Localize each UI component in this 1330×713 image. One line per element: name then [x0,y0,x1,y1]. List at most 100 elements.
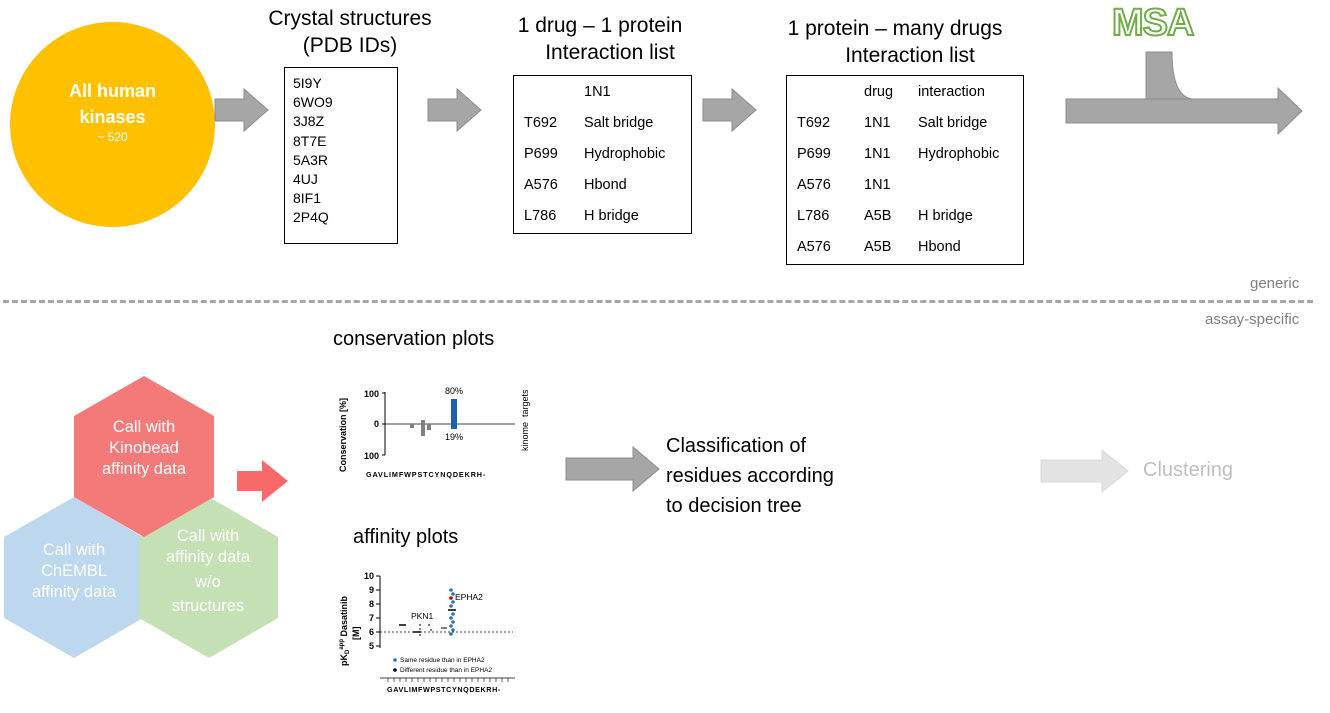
chembl-line3: affinity data [31,583,117,601]
pdb-id: 8IF1 [293,190,322,207]
residue-cell: T692 [524,115,558,131]
drug-cell: 1N1 [864,115,891,131]
pdb-id: 8T7E [293,132,327,149]
classification-line3: to decision tree [666,495,802,517]
hexagon-no-structures-text: Call with affinity data w/o structures [148,526,268,617]
kinobead-line2: Kinobead [109,439,179,457]
manydrugs-heading-line2: Interaction list [845,44,975,67]
msa-label: MSA [1111,1,1195,45]
classification-line2: residues according [666,465,834,487]
conservation-bar-highlight [451,399,457,424]
kinase-title-line1: All human [68,81,156,101]
drug-column-header: drug [864,84,894,100]
assay-specific-label: assay-specific [1205,311,1300,328]
conservation-bar [427,424,431,430]
manydrugs-heading-line1: 1 protein – many drugs [787,17,1003,40]
conservation-bar [410,424,414,428]
affinity-point [451,628,455,632]
residue-cell: L786 [797,208,830,224]
tick-0: 0 [374,419,379,429]
onedrug-table: 1N1 T692 Salt bridge P699 Hydrophobic A576 Hbo… [513,75,692,234]
drug-header: 1N1 [584,84,611,100]
nostruct-line2: affinity data [165,548,251,566]
affinity-point [419,628,421,630]
residue-cell: A576 [797,239,831,255]
conservation-plot: Conservation [%] 100 0 100 80% 19% targe… [338,386,530,479]
interaction-cell: Salt bridge [918,115,988,131]
nostruct-line1: Call with [176,527,240,545]
arrow-plots-to-classification [565,445,660,493]
interaction-column-header: interaction [918,84,985,100]
affinity-point [449,596,453,600]
drug-cell: 1N1 [864,146,891,162]
kinobead-line3: affinity data [101,460,187,478]
affinity-tick-label: 6 [369,627,374,637]
affinity-label-pkn1: PKN1 [411,611,433,621]
interaction-cell: Hbond [584,177,627,193]
conservation-right-label-bottom: kinome [520,422,530,451]
pdb-heading-line2: (PDB IDs) [302,34,398,57]
affinity-label-epha2: EPHA2 [455,592,483,602]
pdb-id: 4UJ [293,171,318,188]
generic-label: generic [1250,275,1300,292]
pdb-id: 5I9Y [293,75,322,91]
residue-cell: A576 [524,177,558,193]
conservation-bar-highlight-bottom [451,424,457,429]
msa-arrow [1065,51,1303,136]
affinity-point [419,634,421,636]
interaction-cell: Hydrophobic [584,146,666,162]
affinity-point [449,624,453,628]
affinity-point [419,624,421,626]
conservation-label-80: 80% [445,386,463,396]
classification-text: Classification of residues according to … [666,431,834,521]
legend-diff-dot [393,668,397,672]
pdb-id: 3J8Z [293,113,325,130]
arrow-onedrug-to-manydrugs [702,87,757,133]
interaction-cell: Hbond [918,239,961,255]
residue-cell: P699 [524,146,558,162]
manydrugs-table: drug interaction T692 1N1 Salt bridge P699 1N1… [786,75,1024,265]
hexagon-chembl[interactable] [4,497,143,658]
onedrug-heading-line1: 1 drug – 1 protein [517,14,683,37]
affinity-residues: GAVLIMFWPSTCYNQDEKRH- [387,685,501,694]
affinity-tick-label: 5 [369,641,374,651]
clustering-label: Clustering [1143,459,1234,481]
affinity-ylabel-unit: [M] [351,627,361,641]
tick-100-bottom: 100 [364,451,379,461]
classification-line1: Classification of [666,435,807,457]
affinity-point [451,600,455,604]
pdb-id: 6WO9 [293,94,333,111]
legend-diff-text: Different residue than in EPHA2 [400,667,492,674]
residue-cell: T692 [797,115,831,131]
pdb-id-box: 5I9Y 6WO9 3J8Z 8T7E 5A3R 4UJ 8IF1 2P4Q [284,67,398,244]
affinity-point [451,612,455,616]
arrow-circle-to-pdb [214,87,269,133]
kinobead-line1: Call with [112,418,176,436]
hexagon-no-structures[interactable] [139,497,278,658]
manydrugs-heading: 1 protein – many drugs Interaction list [770,15,1020,69]
pdb-id-list: 5I9Y 6WO9 3J8Z 8T7E 5A3R 4UJ 8IF1 2P4Q [293,74,333,228]
drug-cell: A5B [864,239,892,255]
kinase-circle [10,22,215,227]
chembl-line1: Call with [42,541,106,559]
pdb-heading: Crystal structures (PDB IDs) [250,5,450,59]
interaction-cell: Hydrophobic [918,146,1000,162]
affinity-tick-label: 7 [369,613,374,623]
affinity-tick-label: 9 [369,585,374,595]
kinase-circle-label: All human kinases ~ 520 [10,78,215,144]
affinity-ylabel: pKDapp Dasatinib [339,595,351,666]
affinity-heading: affinity plots [353,526,459,548]
hexagon-group [4,376,278,658]
legend-same-dot [393,658,397,662]
conservation-right-label-top: targets [520,389,530,417]
onedrug-heading-line2: Interaction list [545,41,675,64]
affinity-point [451,592,455,596]
arrow-pdb-to-onedrug [427,87,482,133]
residue-cell: P699 [797,146,831,162]
conservation-heading: conservation plots [333,328,495,350]
hexagon-kinobead[interactable] [74,376,214,537]
chembl-line2: ChEMBL [40,562,108,580]
affinity-point [449,632,453,636]
conservation-ylabel: Conservation [%] [338,398,348,472]
